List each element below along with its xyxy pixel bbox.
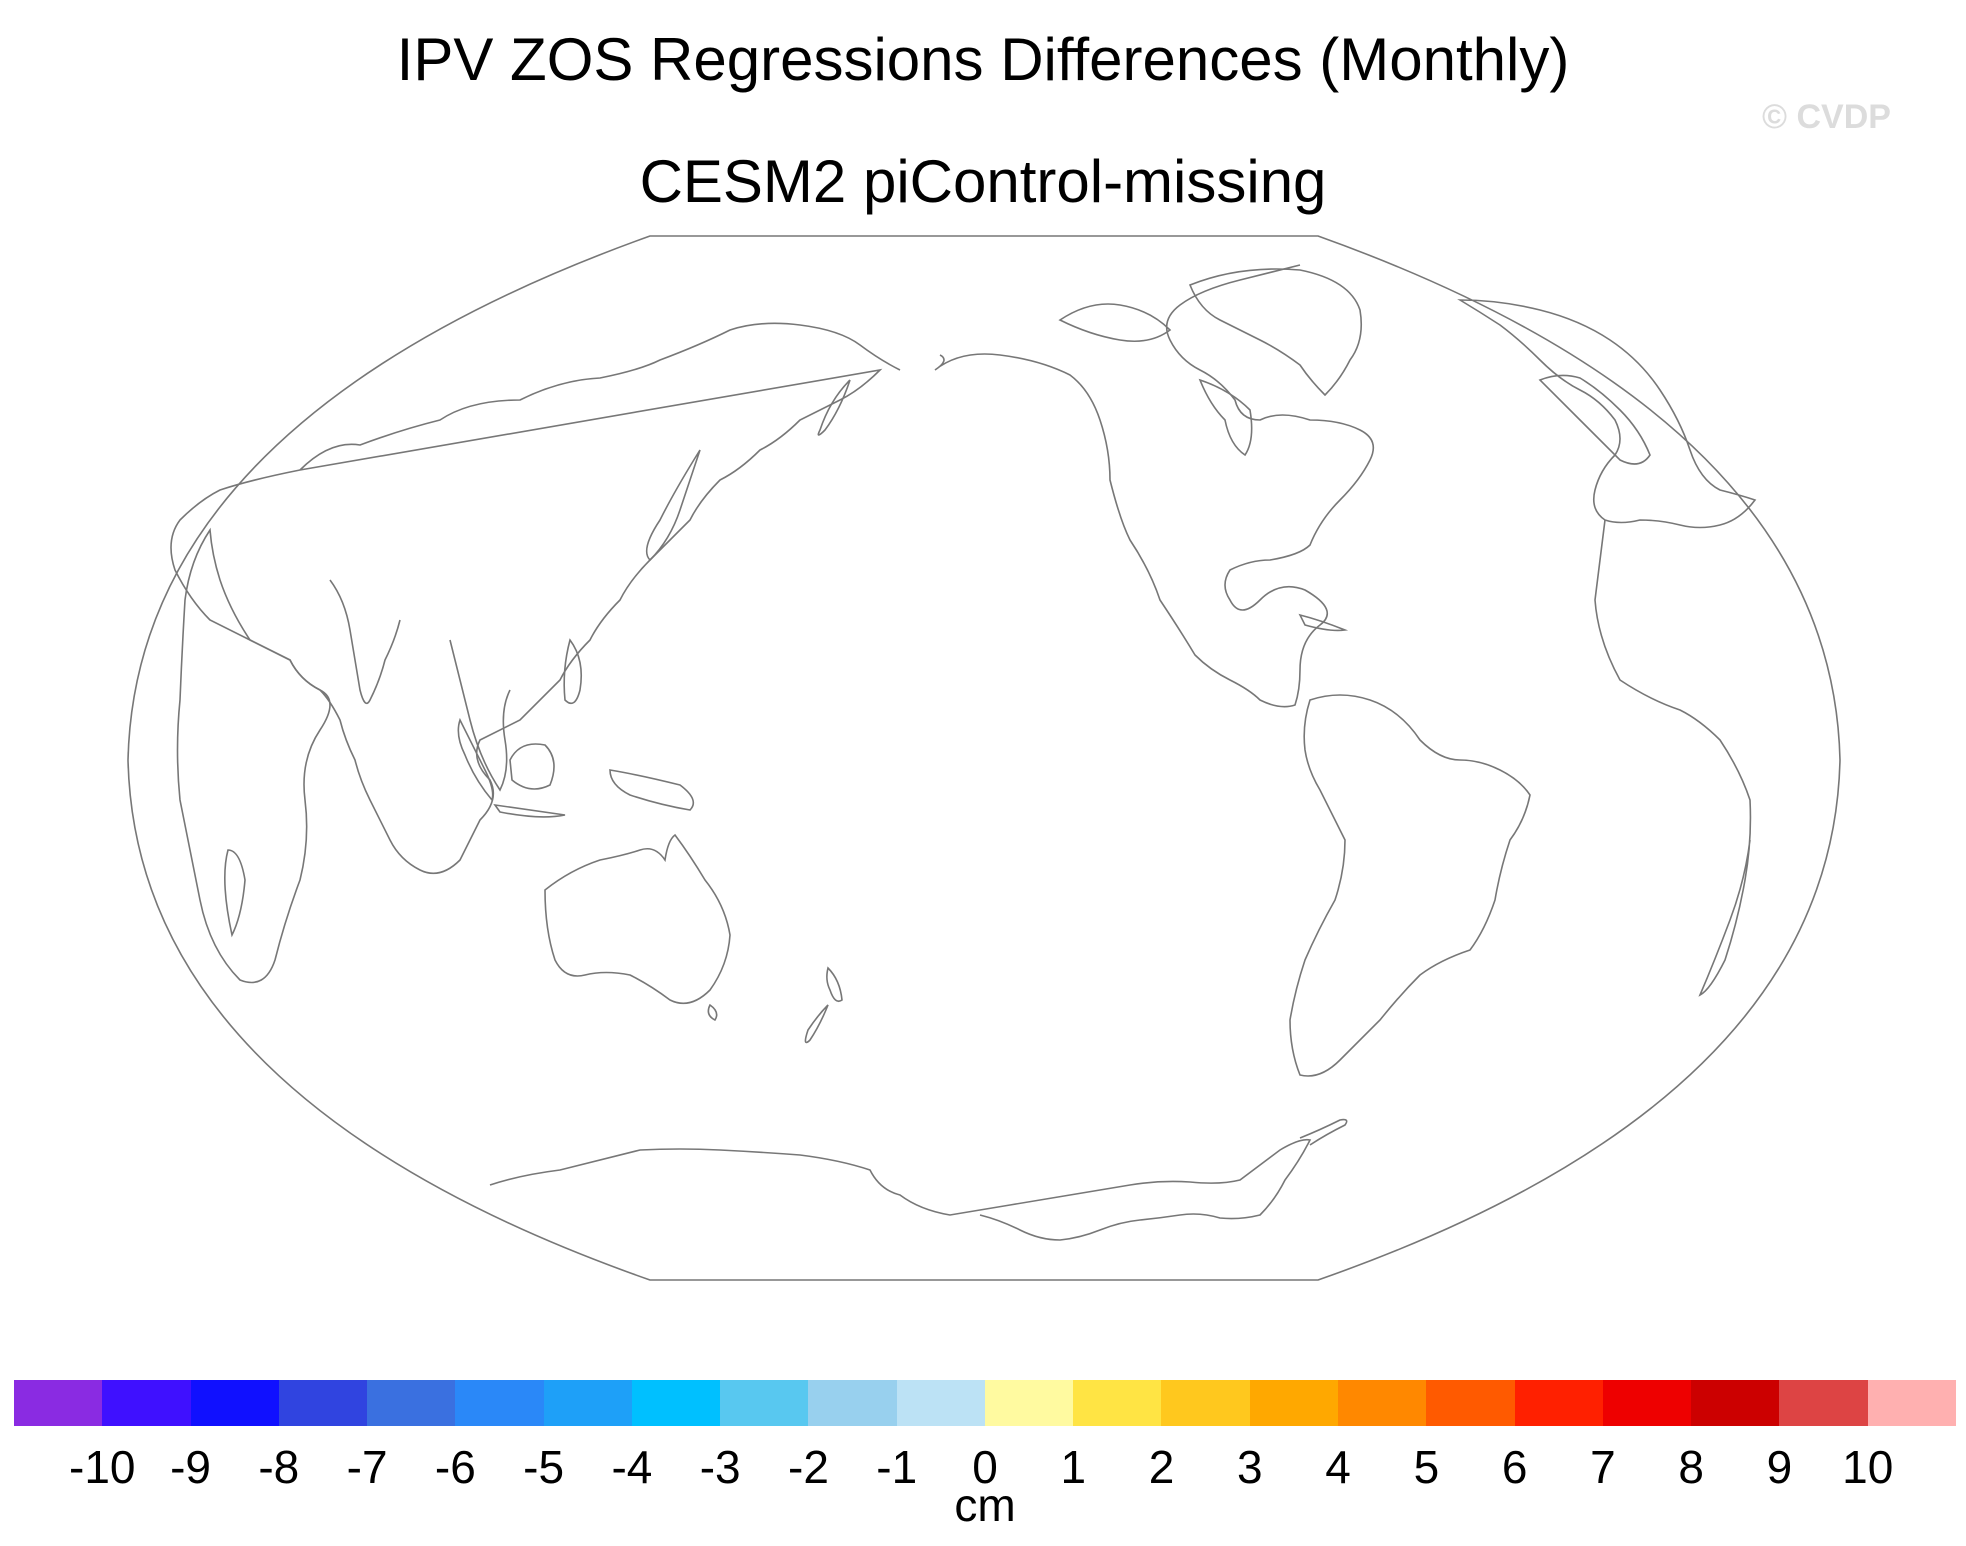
colorbar-tick-label: 3 xyxy=(1237,1441,1263,1493)
greenland-coastline xyxy=(1188,268,1363,397)
colorbar-tick-label: 2 xyxy=(1148,1441,1175,1493)
colorbar-cell xyxy=(1691,1380,1780,1426)
colorbar-tick-label: 1 xyxy=(1060,1441,1087,1493)
north-america-coastline xyxy=(934,264,1375,708)
colorbar-tick-label: -2 xyxy=(788,1441,829,1493)
colorbar-tick-label: 8 xyxy=(1678,1441,1704,1493)
hudson-bay-coastline xyxy=(1198,378,1253,457)
colorbar-cell xyxy=(1073,1380,1162,1426)
figure-subtitle: CESM2 piControl-missing xyxy=(639,148,1327,215)
philippines-coastline xyxy=(563,638,583,705)
australia-coastline xyxy=(544,833,731,1005)
colorbar-tick-label: -9 xyxy=(170,1441,211,1493)
colorbar-cell xyxy=(455,1380,544,1426)
kamchatka-coastline xyxy=(817,379,851,436)
colorbar-tick-label: 9 xyxy=(1766,1441,1793,1493)
colorbar-tick-label: -3 xyxy=(699,1441,741,1493)
colorbar-tick-label: 10 xyxy=(1842,1441,1894,1493)
tasmania-coastline xyxy=(707,1003,718,1022)
colorbar-tick-label: -5 xyxy=(523,1441,565,1493)
colorbar-tick-label: -10 xyxy=(69,1441,136,1493)
colorbar-cell xyxy=(14,1380,103,1426)
colorbar-cell xyxy=(1867,1380,1956,1426)
colorbar-cell xyxy=(190,1380,279,1426)
colorbar-tick-label: 4 xyxy=(1325,1441,1351,1493)
new-guinea-coastline xyxy=(609,769,695,811)
colorbar-cell xyxy=(278,1380,368,1426)
colorbar-units-label: cm xyxy=(954,1479,1016,1531)
colorbar-cell xyxy=(1337,1380,1427,1426)
colorbar-cell xyxy=(1779,1380,1868,1426)
colorbar xyxy=(14,1380,1956,1426)
colorbar-tick-label: 7 xyxy=(1590,1441,1616,1493)
colorbar-cell xyxy=(720,1380,809,1426)
africa-coastline xyxy=(176,527,331,984)
colorbar-tick-label: -6 xyxy=(434,1441,476,1493)
asia-coastline xyxy=(170,322,901,875)
new-zealand-north-coastline xyxy=(826,966,843,1003)
map-boundary xyxy=(127,235,1841,1281)
colorbar-tick-label: 5 xyxy=(1413,1441,1440,1493)
colorbar-cell xyxy=(896,1380,985,1426)
colorbar-tick-label: -1 xyxy=(876,1441,918,1493)
colorbar-cell xyxy=(367,1380,456,1426)
madagascar-coastline xyxy=(224,849,246,938)
cuba-coastline xyxy=(1298,613,1349,632)
west-africa-coastline xyxy=(1594,519,1752,997)
figure-title: IPV ZOS Regressions Differences (Monthly… xyxy=(396,26,1570,93)
sumatra-coastline xyxy=(457,717,494,802)
colorbar-cell xyxy=(808,1380,897,1426)
colorbar-cell xyxy=(543,1380,632,1426)
colorbar-tick-label: 0 xyxy=(972,1441,998,1493)
colorbar-cell xyxy=(631,1380,721,1426)
colorbar-cell xyxy=(1602,1380,1692,1426)
arctic-islands-coastline xyxy=(1058,303,1172,343)
colorbar-cell xyxy=(1249,1380,1338,1426)
new-zealand-south-coastline xyxy=(804,1004,829,1044)
colorbar-tick-label: 6 xyxy=(1501,1441,1528,1493)
colorbar-cell xyxy=(102,1380,191,1426)
se-asia-coastline xyxy=(449,639,511,792)
colorbar-tick-label: -8 xyxy=(258,1441,300,1493)
colorbar-cell xyxy=(1161,1380,1250,1426)
antarctic-peninsula-coastline xyxy=(1299,1118,1348,1146)
scandinavia-coastline xyxy=(1538,374,1651,465)
europe-coastline xyxy=(1457,299,1757,529)
antarctica-coastline xyxy=(489,1138,1312,1241)
colorbar-cell xyxy=(1514,1380,1603,1426)
colorbar-cell xyxy=(984,1380,1074,1426)
colorbar-tick-label: -7 xyxy=(346,1441,388,1493)
south-america-coastline xyxy=(1289,694,1531,1077)
java-coastline xyxy=(493,803,566,818)
colorbar-tick-label: -4 xyxy=(611,1441,653,1493)
cvdp-watermark: © CVDP xyxy=(1762,98,1891,136)
colorbar-cell xyxy=(1426,1380,1515,1426)
india-coastline xyxy=(329,579,401,705)
borneo-coastline xyxy=(509,743,555,790)
japan-coastline xyxy=(645,449,701,562)
